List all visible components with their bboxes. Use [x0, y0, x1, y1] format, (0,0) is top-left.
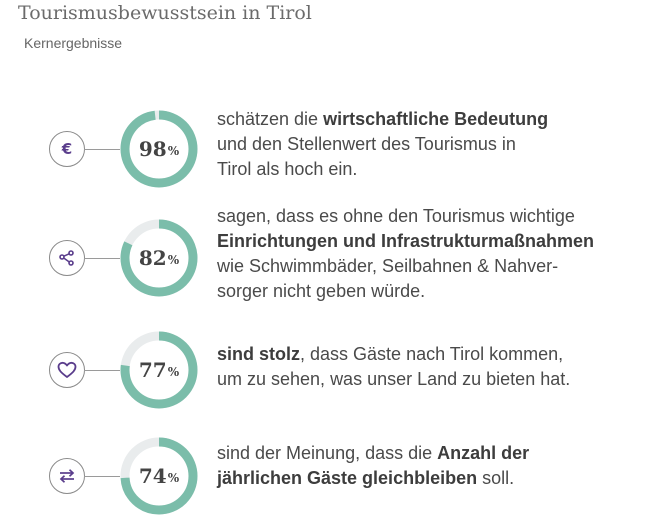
- heart-icon: [49, 352, 85, 388]
- result-description: sagen, dass es ohne den Tourismus wichti…: [217, 204, 647, 304]
- body-text: wie Schwimmbäder, Seilbahnen & Nahver-: [217, 256, 559, 276]
- body-text: schätzen die: [217, 109, 324, 129]
- percent-value: 77%: [118, 329, 200, 411]
- percent-number: 82: [138, 246, 167, 270]
- page-title: Tourismusbewusstsein in Tirol: [18, 2, 312, 24]
- svg-text:€: €: [61, 140, 72, 158]
- highlight-text: Einrichtungen und Infrastrukturmaßnahmen: [217, 231, 595, 251]
- percent-number: 77: [138, 358, 167, 382]
- donut-fill: [120, 331, 198, 409]
- body-text: sagen, dass es ohne den Tourismus wichti…: [217, 206, 575, 226]
- percent-donut: 77%: [118, 329, 200, 411]
- donut-fill: [120, 219, 198, 297]
- percent-value: 98%: [118, 108, 200, 190]
- body-text: und den Stellenwert des Tourismus in: [217, 134, 516, 154]
- body-text: um zu sehen, was unser Land zu bieten ha…: [217, 369, 571, 389]
- percent-sign: %: [167, 253, 180, 267]
- connector-line: [84, 149, 120, 150]
- percent-donut: 98%: [118, 108, 200, 190]
- connector-line: [84, 258, 120, 259]
- percent-value: 82%: [118, 217, 200, 299]
- percent-number: 74: [138, 464, 167, 488]
- highlight-text: Anzahl der: [437, 443, 530, 463]
- exchange-arrows-icon: [49, 458, 85, 494]
- donut-fill: [120, 110, 198, 188]
- connector-line: [84, 370, 120, 371]
- percent-number: 98: [138, 137, 167, 161]
- result-description: sind stolz, dass Gäste nach Tirol kommen…: [217, 342, 647, 392]
- body-text: soll.: [477, 468, 515, 488]
- body-text: sorger nicht geben würde.: [217, 281, 426, 301]
- euro-icon: €: [49, 131, 85, 167]
- share-network-icon: [49, 240, 85, 276]
- percent-value: 74%: [118, 435, 200, 517]
- highlight-text: jährlichen Gäste gleichbleiben: [217, 468, 478, 488]
- percent-donut: 82%: [118, 217, 200, 299]
- percent-sign: %: [167, 144, 180, 158]
- result-description: sind der Meinung, dass die Anzahl der jäh…: [217, 441, 647, 491]
- highlight-text: wirtschaftliche Bedeutung: [323, 109, 549, 129]
- percent-sign: %: [167, 471, 180, 485]
- body-text: sind der Meinung, dass die: [217, 443, 438, 463]
- page-subtitle: Kernergebnisse: [24, 35, 123, 51]
- percent-donut: 74%: [118, 435, 200, 517]
- body-text: Tirol als hoch ein.: [217, 159, 358, 179]
- result-description: schätzen die wirtschaftliche Bedeutung un…: [217, 107, 647, 182]
- highlight-text: sind stolz: [217, 344, 301, 364]
- percent-sign: %: [167, 365, 180, 379]
- connector-line: [84, 476, 120, 477]
- body-text: , dass Gäste nach Tirol kommen,: [300, 344, 564, 364]
